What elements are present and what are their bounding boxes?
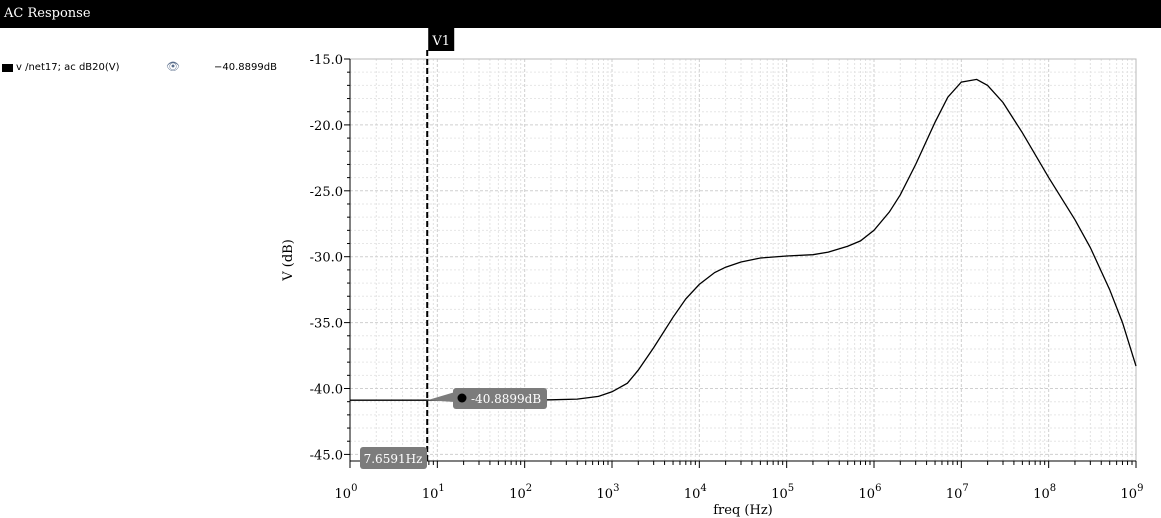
x-tick-label: 107 bbox=[946, 483, 969, 502]
legend-cursor-value: −40.8899dB bbox=[214, 62, 277, 73]
x-tick-label: 108 bbox=[1033, 483, 1056, 502]
y-tick-label: -25.0 bbox=[310, 185, 343, 200]
x-tick-label: 109 bbox=[1121, 483, 1144, 502]
y-tick-label: -45.0 bbox=[310, 448, 343, 463]
cursor-label-tag[interactable]: V1 bbox=[428, 28, 455, 51]
y-tick-label: -30.0 bbox=[310, 251, 343, 266]
x-tick-label: 103 bbox=[597, 483, 620, 502]
legend-entry[interactable]: v /net17; ac dB20(V) 👁 −40.8899dB bbox=[0, 60, 280, 76]
y-tick-label: -20.0 bbox=[310, 119, 343, 134]
y-tick-label: -15.0 bbox=[310, 53, 343, 68]
x-axis-label: freq (Hz) bbox=[713, 503, 773, 518]
x-axis: 100 101 102 103 104 105 106 107 108 109 bbox=[335, 460, 1144, 502]
cursor-y-readout: -40.8899dB bbox=[427, 388, 547, 409]
cursor-y-value: -40.8899dB bbox=[471, 392, 541, 406]
x-tick-label: 104 bbox=[684, 483, 707, 502]
cursor-marker-dot bbox=[457, 393, 467, 403]
y-tick-label: -40.0 bbox=[310, 383, 343, 398]
cursor-x-value: 7.6591Hz bbox=[364, 452, 423, 466]
series-line bbox=[350, 78, 1137, 401]
legend-signal-name: v /net17; ac dB20(V) bbox=[16, 62, 120, 73]
legend-color-swatch bbox=[2, 64, 13, 72]
visibility-eye-icon[interactable]: 👁 bbox=[166, 60, 180, 73]
x-tick-label: 101 bbox=[422, 483, 445, 502]
y-axis: -15.0 -20.0 -25.0 -30.0 -35.0 -40.0 -45.0 bbox=[310, 53, 351, 465]
window-title-bar: AC Response bbox=[0, 0, 1161, 28]
y-tick-label: -35.0 bbox=[310, 317, 343, 332]
x-tick-label: 105 bbox=[771, 483, 794, 502]
chart-grid bbox=[349, 58, 1137, 461]
x-tick-label: 100 bbox=[335, 483, 358, 502]
x-tick-label: 106 bbox=[859, 483, 882, 502]
x-tick-label: 102 bbox=[509, 483, 532, 502]
y-axis-label: V (dB) bbox=[281, 239, 296, 282]
cursor-label: V1 bbox=[431, 34, 450, 49]
series-layer bbox=[350, 78, 1137, 401]
window-title: AC Response bbox=[4, 6, 91, 21]
cursor-x-readout: 7.6591Hz bbox=[360, 447, 427, 469]
